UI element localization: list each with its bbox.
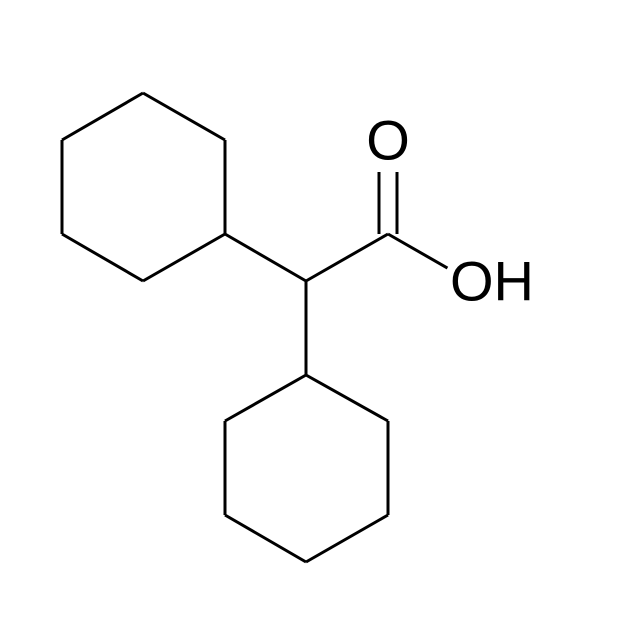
bond-line xyxy=(143,234,225,281)
bond-line xyxy=(306,375,388,421)
bond-line xyxy=(225,375,306,421)
bond-line xyxy=(143,93,225,140)
bond-line xyxy=(306,515,388,562)
atom-label-o_dbl: O xyxy=(366,109,410,172)
atom-label-oh: OH xyxy=(450,250,534,313)
bond-line xyxy=(388,234,447,268)
bond-line xyxy=(225,234,306,281)
bond-line xyxy=(306,234,388,281)
bond-line xyxy=(62,93,143,140)
bond-line xyxy=(225,515,306,562)
bond-line xyxy=(62,234,143,281)
